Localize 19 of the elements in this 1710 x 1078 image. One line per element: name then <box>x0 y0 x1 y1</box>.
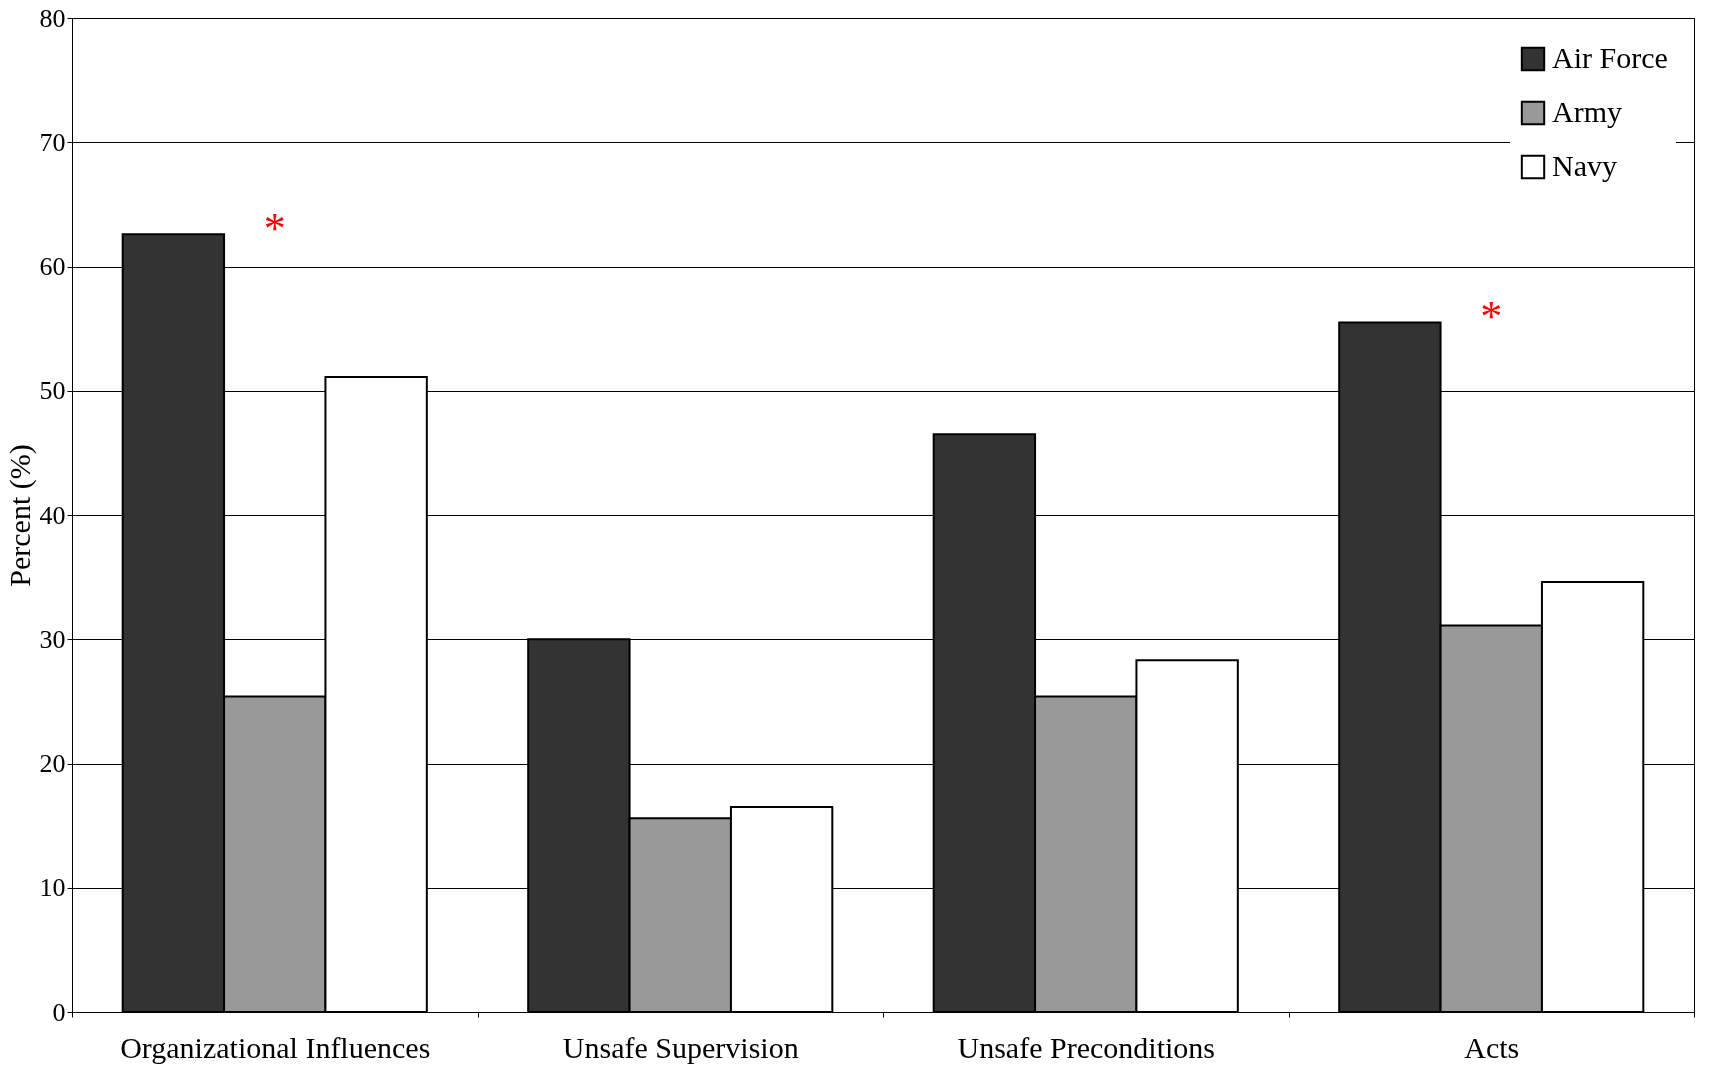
y-tick-label: 20 <box>39 749 66 778</box>
legend-label: Air Force <box>1552 41 1668 74</box>
y-axis-title: Percent (%) <box>2 444 37 587</box>
y-tick-label: 60 <box>39 252 66 281</box>
legend-label: Army <box>1552 95 1622 128</box>
annotation: * <box>263 204 286 254</box>
y-tick-label: 0 <box>52 997 66 1027</box>
x-tick-label: Unsafe Supervision <box>562 1030 799 1064</box>
y-tick-label: 10 <box>39 873 66 903</box>
annotation: * <box>1480 292 1503 342</box>
legend-label: Navy <box>1552 149 1617 182</box>
x-tick-label: Organizational Influences <box>120 1030 431 1064</box>
x-tick-label: Unsafe Preconditions <box>957 1030 1215 1064</box>
y-tick-label: 50 <box>39 376 66 406</box>
y-tick-label: 80 <box>39 3 66 33</box>
y-tick-label: 70 <box>39 127 66 157</box>
y-tick-label: 30 <box>39 624 66 654</box>
y-tick-label: 40 <box>39 500 66 530</box>
x-tick-label: Acts <box>1464 1030 1520 1064</box>
